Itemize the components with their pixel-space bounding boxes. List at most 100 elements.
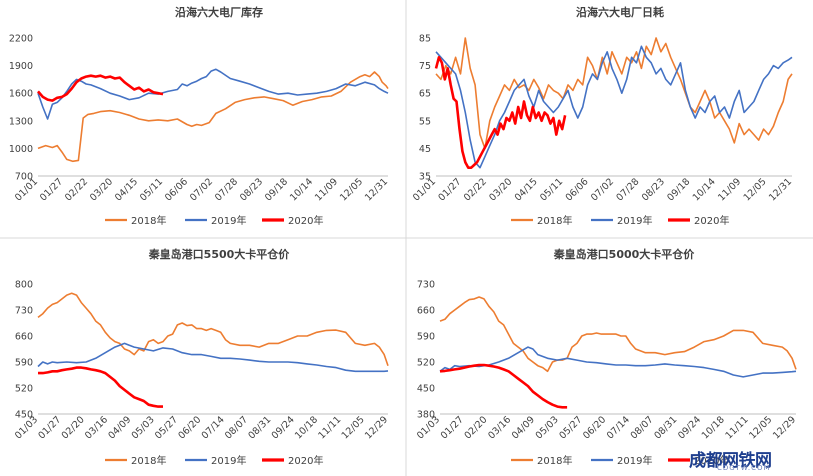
y-tick-label: 1600 <box>9 89 33 100</box>
legend-label: 2019年 <box>617 214 652 227</box>
series-line-2018年 <box>435 37 793 150</box>
series-line-2020年 <box>434 55 567 169</box>
chart-title: 秦皇岛港口5000大卡平仓价 <box>553 247 696 261</box>
legend-label: 2020年 <box>694 214 729 227</box>
y-tick-label: 45 <box>419 144 431 155</box>
x-tick-label: 11/09 <box>716 176 743 203</box>
y-tick-label: 730 <box>15 306 33 317</box>
x-tick-label: 01/27 <box>439 414 466 441</box>
y-tick-label: 35 <box>419 172 431 183</box>
series-line-2019年 <box>37 68 389 120</box>
x-tick-label: 03/20 <box>487 176 514 203</box>
x-tick-label: 09/18 <box>263 176 290 203</box>
series-line-2018年 <box>37 292 389 366</box>
x-tick-label: 09/24 <box>676 414 703 441</box>
x-tick-label: 12/05 <box>742 176 769 203</box>
x-tick-label: 01/27 <box>36 414 63 441</box>
y-tick-label: 590 <box>15 358 33 369</box>
legend-label: 2019年 <box>617 454 652 467</box>
x-tick-label: 05/11 <box>138 176 165 203</box>
x-tick-label: 06/06 <box>163 176 190 203</box>
x-tick-label: 07/02 <box>589 176 616 203</box>
x-tick-label: 01/27 <box>436 176 463 203</box>
chart-title: 沿海六大电厂日耗 <box>576 5 664 19</box>
watermark-subtext: CDGTW.COM <box>717 464 771 472</box>
series-line-2020年 <box>439 363 568 409</box>
x-tick-label: 08/31 <box>246 414 273 441</box>
x-tick-label: 04/09 <box>106 414 133 441</box>
x-tick-label: 10/18 <box>293 414 320 441</box>
x-tick-label: 07/28 <box>614 176 641 203</box>
legend-label: 2018年 <box>537 214 572 227</box>
y-tick-label: 520 <box>417 358 435 369</box>
series-line-2019年 <box>439 346 797 378</box>
y-tick-label: 75 <box>419 61 431 72</box>
x-tick-label: 08/23 <box>238 176 265 203</box>
x-tick-label: 10/14 <box>691 176 718 203</box>
y-tick-label: 450 <box>417 384 435 395</box>
legend-label: 2020年 <box>288 214 323 227</box>
x-tick-label: 07/02 <box>188 176 215 203</box>
x-tick-label: 01/27 <box>38 176 65 203</box>
x-tick-label: 08/07 <box>629 414 656 441</box>
x-tick-label: 04/09 <box>510 414 537 441</box>
x-tick-label: 06/06 <box>564 176 591 203</box>
y-tick-label: 730 <box>417 280 435 291</box>
watermark-text: 成都网铁网 <box>689 451 772 471</box>
x-tick-label: 07/14 <box>200 414 227 441</box>
series-line-2018年 <box>439 296 797 373</box>
y-tick-label: 380 <box>417 410 435 421</box>
y-tick-label: 520 <box>15 384 33 395</box>
legend-label: 2020年 <box>288 454 323 467</box>
x-tick-label: 08/31 <box>652 414 679 441</box>
x-tick-label: 02/20 <box>60 414 87 441</box>
y-tick-label: 450 <box>15 410 33 421</box>
series-line-2020年 <box>38 366 163 408</box>
x-tick-label: 10/14 <box>288 176 315 203</box>
legend-label: 2019年 <box>211 454 246 467</box>
x-tick-label: 05/03 <box>130 414 157 441</box>
legend-label: 2018年 <box>537 454 572 467</box>
x-tick-label: 09/24 <box>270 414 297 441</box>
watermark-logo: 成都网铁网 CDGTW.COM <box>689 446 807 474</box>
y-tick-label: 2200 <box>9 34 33 45</box>
x-tick-label: 11/11 <box>316 414 343 441</box>
legend-label: 2020年 <box>694 454 729 467</box>
x-tick-label: 11/11 <box>724 414 751 441</box>
x-tick-label: 05/11 <box>538 176 565 203</box>
x-tick-label: 12/29 <box>771 414 798 441</box>
y-tick-label: 800 <box>15 280 33 291</box>
series-line-2019年 <box>37 342 389 373</box>
x-tick-label: 09/18 <box>665 176 692 203</box>
legend-label: 2018年 <box>131 214 166 227</box>
x-tick-label: 03/20 <box>88 176 115 203</box>
chart-panel-3: 秦皇岛港口5500大卡平仓价45052059066073080001/0301/… <box>13 247 390 467</box>
chart-panel-2: 沿海六大电厂日耗35455565758501/0101/2702/2203/20… <box>411 5 794 227</box>
x-tick-label: 12/05 <box>340 414 367 441</box>
x-tick-label: 02/22 <box>462 176 489 203</box>
legend-label: 2019年 <box>211 214 246 227</box>
legend-label: 2018年 <box>131 454 166 467</box>
series-line-2018年 <box>37 71 389 163</box>
series-line-2020年 <box>37 74 164 102</box>
x-tick-label: 12/05 <box>747 414 774 441</box>
x-tick-label: 06/20 <box>176 414 203 441</box>
y-tick-label: 55 <box>419 116 431 127</box>
y-tick-label: 660 <box>417 306 435 317</box>
y-tick-label: 85 <box>419 34 431 45</box>
y-tick-label: 1900 <box>9 61 33 72</box>
x-tick-label: 11/09 <box>313 176 340 203</box>
x-tick-label: 06/20 <box>581 414 608 441</box>
x-tick-label: 03/16 <box>486 414 513 441</box>
x-tick-label: 04/15 <box>113 176 140 203</box>
x-tick-label: 12/31 <box>363 176 390 203</box>
x-tick-label: 08/23 <box>640 176 667 203</box>
y-tick-label: 660 <box>15 332 33 343</box>
x-tick-label: 12/31 <box>767 176 794 203</box>
chart-title: 秦皇岛港口5500大卡平仓价 <box>148 247 291 261</box>
chart-panel-4: 秦皇岛港口5000大卡平仓价38045052059066073001/0301/… <box>415 247 798 467</box>
y-tick-label: 700 <box>15 172 33 183</box>
x-tick-label: 08/07 <box>223 414 250 441</box>
x-tick-label: 03/16 <box>83 414 110 441</box>
